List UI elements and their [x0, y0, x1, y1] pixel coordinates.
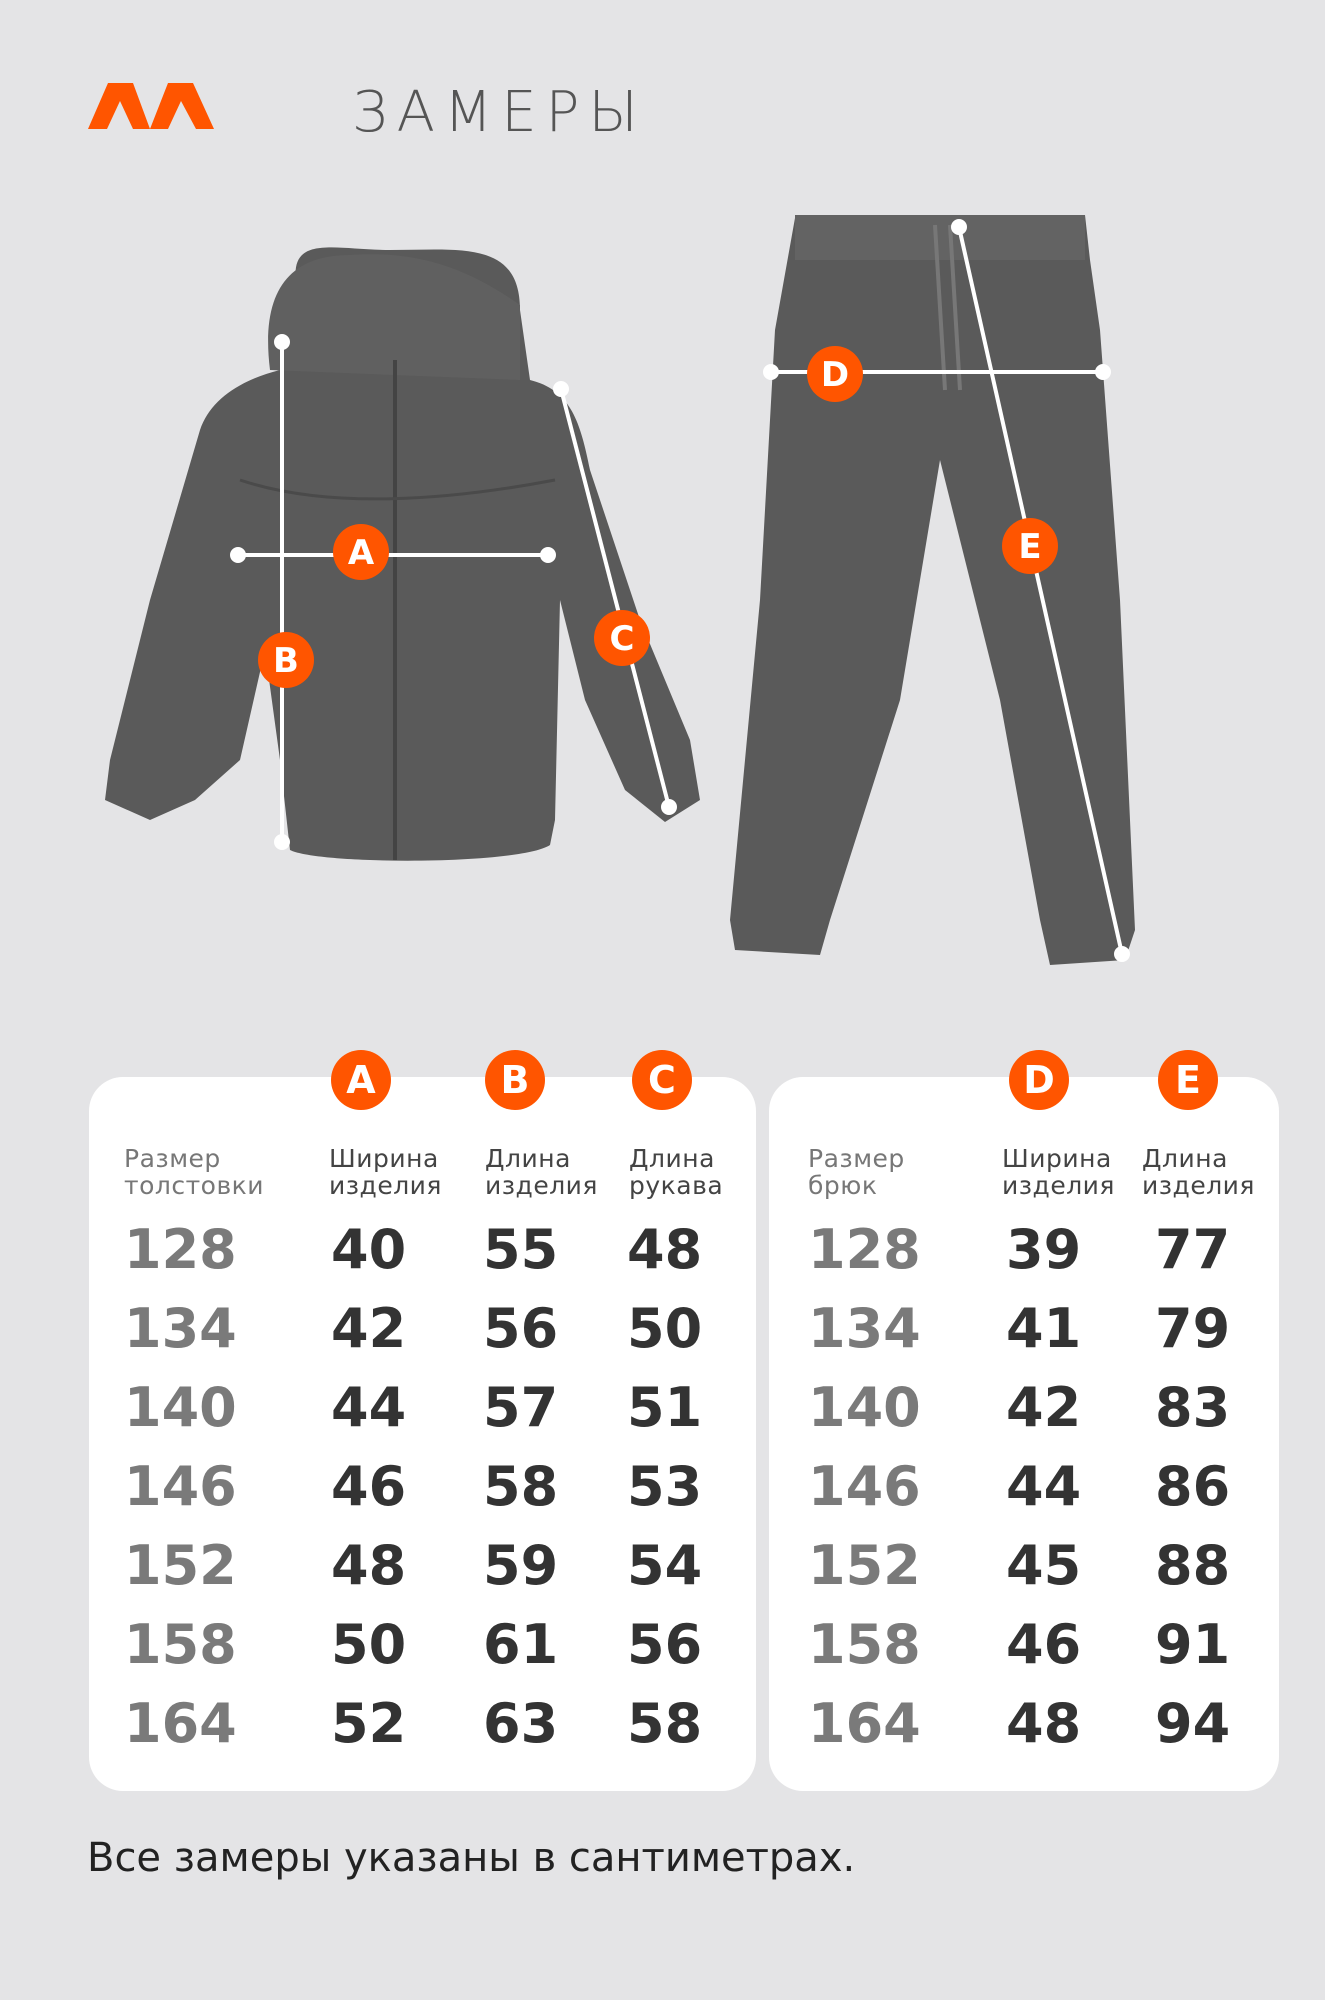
column-badge-a: A [331, 1050, 391, 1110]
measurement-cell: 57 [483, 1376, 559, 1439]
measurement-cell: 83 [1155, 1376, 1231, 1439]
measurement-cell: 63 [483, 1692, 559, 1755]
measurement-lines [230, 219, 1130, 962]
hoodie-size-table [89, 1077, 756, 1791]
column-header: Длина изделия [1142, 1144, 1255, 1200]
column-header: Размер толстовки [124, 1144, 265, 1200]
measurement-cell: 45 [1006, 1534, 1082, 1597]
measurement-markers: A B C D E [258, 346, 1058, 688]
measurement-cell: 91 [1155, 1613, 1231, 1676]
measurement-cell: 59 [483, 1534, 559, 1597]
measurement-cell: 44 [331, 1376, 407, 1439]
size-cell: 146 [124, 1455, 237, 1518]
measurement-cell: 46 [331, 1455, 407, 1518]
measurement-cell: 46 [1006, 1613, 1082, 1676]
size-cell: 146 [808, 1455, 921, 1518]
measurement-cell: 55 [483, 1218, 559, 1281]
footer-note: Все замеры указаны в сантиметрах. [87, 1835, 856, 1881]
size-cell: 128 [808, 1218, 921, 1281]
svg-text:B: B [273, 641, 299, 681]
measurement-cell: 94 [1155, 1692, 1231, 1755]
measurement-cell: 39 [1006, 1218, 1082, 1281]
size-cell: 152 [124, 1534, 237, 1597]
measurement-cell: 40 [331, 1218, 407, 1281]
column-header: Ширина изделия [329, 1144, 442, 1200]
size-cell: 140 [808, 1376, 921, 1439]
column-header: Длина изделия [485, 1144, 598, 1200]
column-header: Ширина изделия [1002, 1144, 1115, 1200]
size-cell: 164 [124, 1692, 237, 1755]
column-badge-c: C [632, 1050, 692, 1110]
svg-text:D: D [821, 355, 849, 395]
column-header: Размер брюк [808, 1144, 905, 1200]
garment-diagram: A B C D E [105, 215, 1135, 965]
pants-illustration [730, 215, 1135, 965]
column-badge-b: B [485, 1050, 545, 1110]
measurement-cell: 88 [1155, 1534, 1231, 1597]
size-cell: 158 [808, 1613, 921, 1676]
measurement-cell: 53 [627, 1455, 703, 1518]
measurement-cell: 86 [1155, 1455, 1231, 1518]
svg-text:A: A [348, 533, 375, 573]
column-header: Длина рукава [629, 1144, 724, 1200]
measurement-cell: 41 [1006, 1297, 1082, 1360]
column-badge-e: E [1158, 1050, 1218, 1110]
page-title: ЗАМЕРЫ [352, 80, 647, 145]
measurement-cell: 50 [331, 1613, 407, 1676]
column-badge-d: D [1009, 1050, 1069, 1110]
svg-text:E: E [1018, 527, 1041, 567]
size-cell: 140 [124, 1376, 237, 1439]
measurement-cell: 52 [331, 1692, 407, 1755]
size-cell: 134 [808, 1297, 921, 1360]
measurement-cell: 42 [331, 1297, 407, 1360]
size-cell: 164 [808, 1692, 921, 1755]
size-cell: 128 [124, 1218, 237, 1281]
measurement-cell: 56 [483, 1297, 559, 1360]
measurement-cell: 77 [1155, 1218, 1231, 1281]
measurement-cell: 50 [627, 1297, 703, 1360]
measurement-cell: 56 [627, 1613, 703, 1676]
measurement-cell: 48 [1006, 1692, 1082, 1755]
measurement-cell: 42 [1006, 1376, 1082, 1439]
measurement-cell: 79 [1155, 1297, 1231, 1360]
measurement-cell: 54 [627, 1534, 703, 1597]
size-cell: 134 [124, 1297, 237, 1360]
measurement-cell: 58 [483, 1455, 559, 1518]
measurement-cell: 51 [627, 1376, 703, 1439]
brand-logo [88, 83, 214, 129]
measurement-cell: 58 [627, 1692, 703, 1755]
measurement-cell: 44 [1006, 1455, 1082, 1518]
pants-size-table [769, 1077, 1279, 1791]
measurement-cell: 61 [483, 1613, 559, 1676]
measurement-cell: 48 [331, 1534, 407, 1597]
svg-text:C: C [610, 619, 635, 659]
measurement-cell: 48 [627, 1218, 703, 1281]
size-cell: 152 [808, 1534, 921, 1597]
size-cell: 158 [124, 1613, 237, 1676]
